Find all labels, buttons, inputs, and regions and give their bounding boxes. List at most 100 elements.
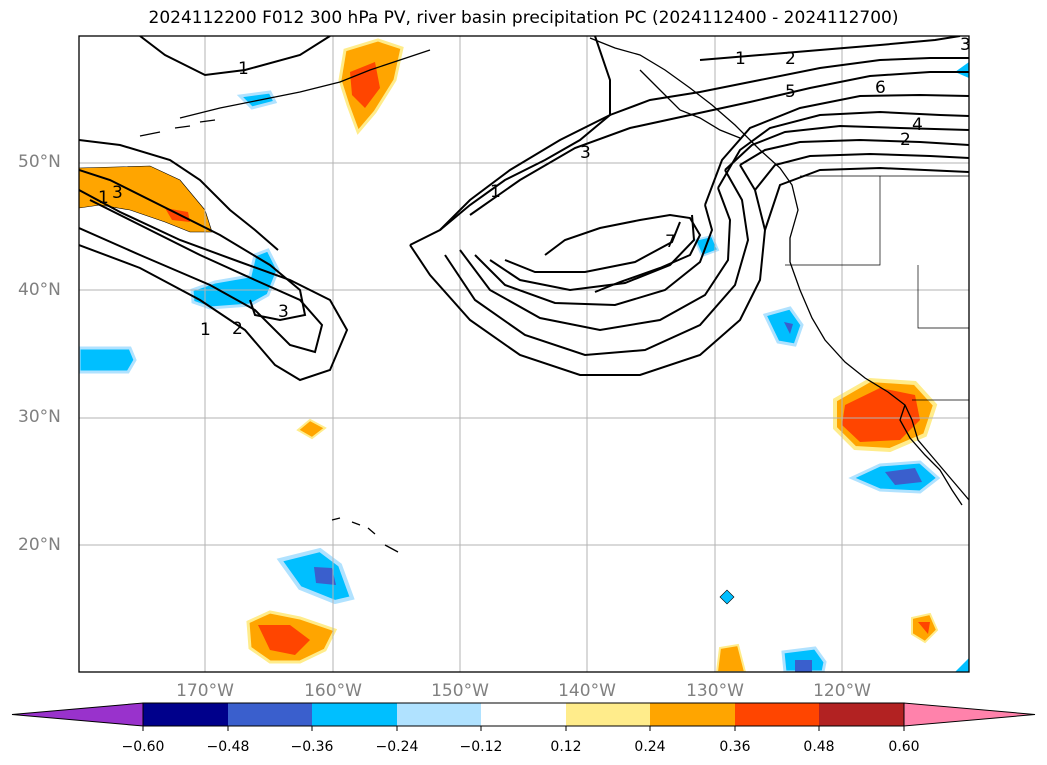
colorbar-tick-label: 0.24 [634,739,666,755]
colorbar-segment [228,703,312,726]
colorbar-segment [566,703,650,726]
pv-contour-2 [79,199,324,354]
colorbar-segment [819,703,904,726]
contour-label: 7 [665,232,676,252]
positive-precip-core [350,62,380,108]
colorbar-tick-label: 0.60 [888,739,920,755]
contour-labels: 1 1 1 1 1 2 2 2 3 3 3 3 4 5 6 7 [98,35,971,340]
hawaiian-islands [331,517,399,553]
contour-label: 2 [785,49,796,69]
contour-label: 3 [580,143,591,163]
colorbar-segment [397,703,481,726]
colorbar-tick-label: −0.60 [121,739,165,755]
colorbar-tick-label: 0.36 [719,739,751,755]
map-canvas [79,36,969,672]
negative-precip-area [719,589,735,605]
positive-precip-core [918,622,930,634]
lon-label: 170°W [176,681,234,701]
negative-precip-area [79,346,137,374]
pv-contour-1-central [409,36,611,246]
political-borders [785,175,969,401]
precipitation-shading [79,38,969,672]
colorbar-segment [312,703,397,726]
pv-contour-east-2 [469,71,969,216]
pv-contour-east-3 [704,93,969,206]
lon-label: 130°W [686,681,744,701]
coastlines [139,37,969,553]
alaska-peninsula-coastline [179,49,431,119]
lat-label: 50°N [18,152,61,172]
positive-precip-area [715,643,747,672]
pv-contour-6-central [504,221,681,273]
contour-label: 4 [912,115,923,135]
pv-contour-east-8 [764,166,969,231]
aleutian-islands [139,119,216,137]
colorbar-tick-label: −0.36 [290,739,334,755]
contour-label: 1 [238,59,249,79]
pv-contour-3 [79,169,307,322]
pv-contour-east-1 [439,57,969,231]
colorbar-segment [143,703,228,726]
contour-label: 6 [875,78,886,98]
contour-label: 5 [785,82,796,102]
contour-label: 2 [232,319,243,339]
pv-contour-east-7 [754,152,969,191]
negative-precip-core [784,322,793,334]
negative-precip-area [762,306,804,347]
pv-contour-east-5 [724,124,969,171]
lon-label: 150°W [431,681,489,701]
pv-contour-3b [79,139,279,251]
colorbar-segment [735,703,819,726]
lon-label: 160°W [304,681,362,701]
pv-contour-ne-1 [699,36,961,61]
contour-label: 1 [200,320,211,340]
negative-precip-core [314,567,336,585]
pv-contour-1-north [139,36,331,77]
baja-peninsula-coastline [899,404,963,506]
contour-label: 3 [960,35,971,55]
contour-label: 3 [278,302,289,322]
pv-contour-east-4 [717,110,969,189]
lat-label: 30°N [18,407,61,427]
colorbar-segment [481,703,566,726]
lat-label: 40°N [18,280,61,300]
contour-label: 1 [735,49,746,69]
lon-label: 120°W [813,681,871,701]
contour-label: 2 [900,130,911,150]
positive-precip-area [296,418,327,440]
colorbar-tick-label: −0.12 [459,739,503,755]
north-america-coastline [589,37,969,501]
colorbar-extend-high [903,702,1036,727]
contour-label: 1 [490,182,501,202]
colorbar-tick-label: 0.48 [803,739,835,755]
map-title: 2024112200 F012 300 hPa PV, river basin … [148,8,899,28]
us-state-borders [785,176,969,329]
pv-contour-7-central [544,213,702,293]
pv-contour-2-central [444,169,750,357]
colorbar-tick-label: −0.24 [375,739,419,755]
negative-precip-area [955,62,969,78]
lat-label: 20°N [18,535,61,555]
pv-contour-east-6 [739,138,969,166]
negative-precip-area [190,248,280,310]
pv-contour-4-central [474,204,714,307]
colorbar-outline [142,702,905,727]
negative-precip-area [955,658,969,672]
contour-label: 3 [112,183,123,203]
lon-label: 140°W [558,681,616,701]
gridlines [79,36,969,672]
contour-label: 1 [98,188,109,208]
negative-precip-core [795,660,812,672]
pv-contour-1 [79,189,349,382]
pv-contour-1-central-b [409,164,767,376]
map-frame [78,35,970,673]
positive-precip-core [258,625,310,655]
colorbar-segment [650,703,735,726]
southeast-alaska-islands [639,69,741,139]
colorbar-extend-low [11,702,144,727]
colorbar-tick-label: 0.12 [550,739,582,755]
pv-contour-5-central [489,214,696,292]
colorbar [11,702,1036,731]
colorbar-tick-label: −0.48 [206,739,250,755]
